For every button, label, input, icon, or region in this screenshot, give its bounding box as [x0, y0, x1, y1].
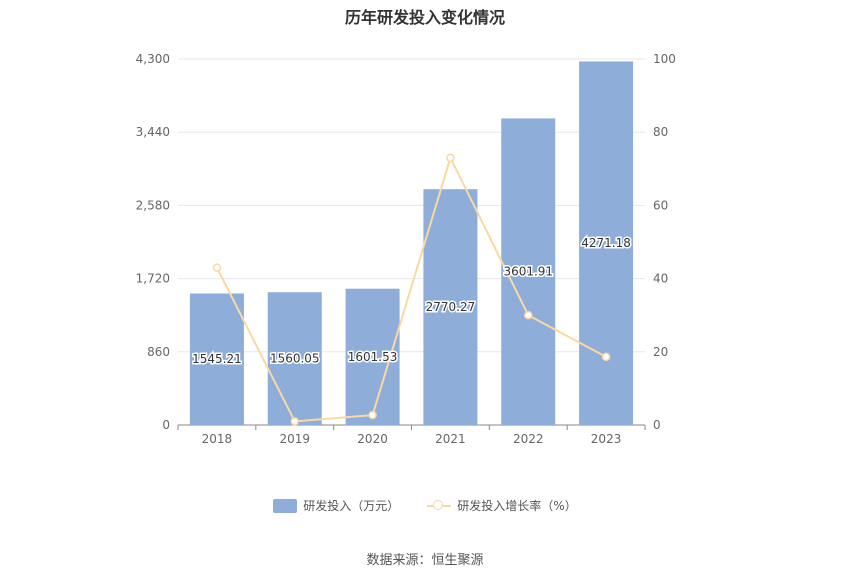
- bar: [501, 118, 556, 425]
- bar: [189, 293, 244, 425]
- bar-data-label: 1545.21: [192, 352, 242, 366]
- x-tick-label: 2021: [435, 432, 466, 446]
- bar-data-label: 3601.91: [503, 265, 553, 279]
- y-left-tick-label: 2,580: [136, 198, 170, 212]
- line-point: [601, 352, 611, 362]
- bar-data-label: 2770.27: [426, 300, 476, 314]
- source-note: 数据来源：恒生聚源: [366, 553, 484, 568]
- bar: [423, 189, 478, 425]
- y-left-tick-label: 3,440: [136, 125, 170, 139]
- y-right-tick-label: 80: [653, 125, 668, 139]
- x-tick-label: 2020: [357, 432, 388, 446]
- y-right-tick-label: 100: [653, 52, 676, 66]
- y-left-tick-label: 1,720: [136, 272, 170, 286]
- x-tick-label: 2022: [513, 432, 544, 446]
- legend-line-swatch: [427, 499, 452, 513]
- line-point: [446, 153, 455, 163]
- y-right-tick-label: 0: [653, 418, 661, 432]
- legend-item-bar[interactable]: 研发投入（万元）: [273, 497, 399, 514]
- x-tick-label: 2019: [279, 432, 310, 446]
- legend-item-line[interactable]: 研发投入增长率（%）: [427, 497, 577, 514]
- bar: [267, 292, 322, 425]
- y-left-tick-label: 4,300: [136, 52, 170, 66]
- bar-data-label: 1601.53: [348, 350, 398, 364]
- y-right-tick-label: 40: [653, 272, 668, 286]
- line-point: [212, 263, 222, 272]
- line-point: [290, 417, 299, 426]
- chart-legend: 研发投入（万元） 研发投入增长率（%）: [0, 497, 850, 514]
- line-point: [524, 310, 533, 320]
- x-tick-label: 2023: [591, 432, 622, 446]
- y-left-tick-label: 0: [162, 418, 170, 432]
- y-right-tick-label: 60: [653, 198, 668, 212]
- x-tick-label: 2018: [202, 432, 233, 446]
- bar-data-label: 1560.05: [270, 352, 320, 366]
- line-point: [368, 410, 377, 420]
- legend-bar-swatch: [273, 498, 298, 513]
- legend-line-marker: [433, 499, 444, 510]
- legend-line-label: 研发投入增长率（%）: [457, 499, 577, 513]
- bar-data-label: 4271.18: [581, 236, 631, 250]
- line-series: [216, 156, 607, 423]
- legend-bar-label: 研发投入（万元）: [303, 499, 400, 513]
- chart-title: 历年研发投入变化情况: [344, 8, 505, 27]
- y-right-tick-label: 20: [653, 345, 668, 359]
- bar: [579, 61, 634, 425]
- y-left-tick-label: 860: [147, 345, 170, 359]
